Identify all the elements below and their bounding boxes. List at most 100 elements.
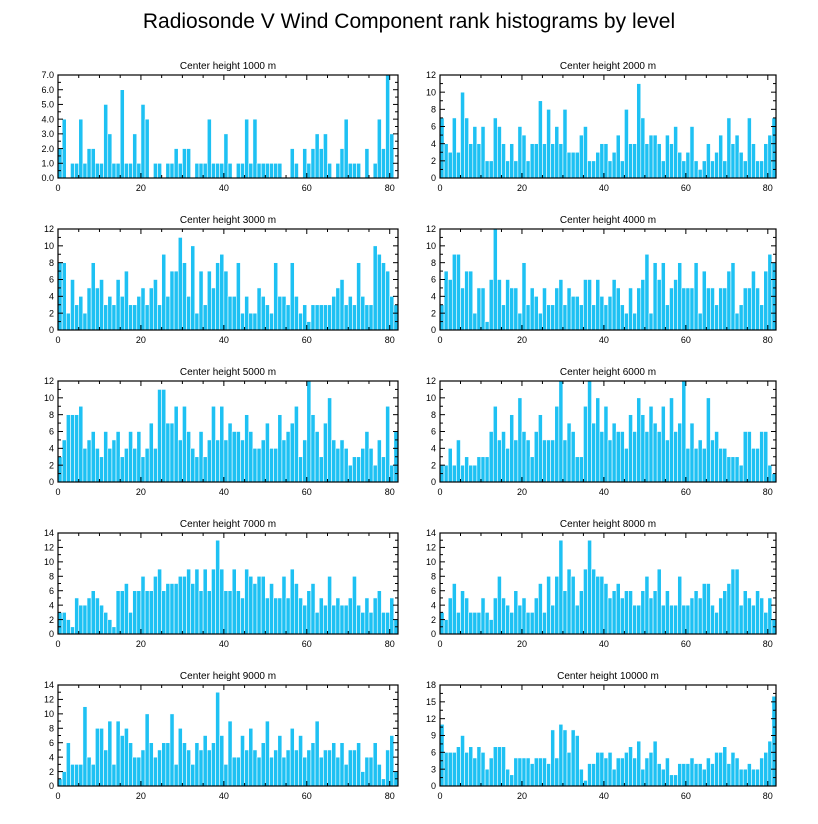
histogram-bar — [364, 148, 370, 179]
histogram-bar — [464, 117, 469, 179]
histogram-bar — [669, 143, 674, 179]
histogram-bar — [554, 405, 560, 483]
histogram-bar — [615, 431, 621, 483]
histogram-bar — [685, 604, 691, 635]
y-tick-label: 0 — [49, 477, 54, 487]
histogram-bar — [140, 287, 146, 331]
histogram-bar — [103, 612, 109, 635]
histogram-bar — [177, 439, 183, 483]
y-tick-label: 14 — [44, 680, 54, 690]
histogram-bar — [198, 749, 204, 787]
histogram-bar — [115, 279, 121, 331]
y-tick-label: 8 — [431, 258, 436, 268]
histogram-bar — [173, 148, 179, 179]
histogram-bar — [364, 304, 370, 331]
histogram-bar — [115, 590, 121, 635]
histogram-bar — [734, 134, 740, 179]
histogram-bar — [652, 590, 658, 635]
histogram-bar — [693, 590, 699, 635]
histogram-bar — [165, 162, 171, 179]
histogram-bar — [381, 456, 386, 483]
histogram-bar — [669, 397, 674, 483]
histogram-bar — [95, 162, 100, 179]
histogram-bar — [644, 575, 650, 635]
x-tick-label: 20 — [136, 487, 146, 497]
histogram-bar — [747, 763, 752, 787]
histogram-bar — [281, 575, 287, 635]
histogram-bar — [360, 296, 366, 331]
histogram-bar — [61, 771, 67, 787]
histogram-bar — [240, 439, 245, 483]
panel-10: Center height 10000 m 0 20 40 60 80 0 3 6 9 12 15 18 — [426, 671, 777, 801]
histogram-bar — [252, 583, 258, 635]
y-tick-label: 10 — [426, 557, 436, 567]
histogram-bar — [194, 568, 200, 635]
x-tick-label: 80 — [385, 639, 395, 649]
histogram-bar — [177, 575, 183, 635]
histogram-bar — [759, 160, 765, 179]
panel-title: Center height 8000 m — [560, 519, 656, 530]
histogram-bar — [513, 287, 519, 331]
histogram-bar — [190, 448, 196, 483]
histogram-bar — [95, 287, 100, 331]
histogram-bar — [198, 270, 204, 331]
histogram-bar — [323, 304, 328, 331]
histogram-bar — [767, 464, 773, 483]
histogram-bar — [65, 414, 71, 483]
histogram-bar — [546, 575, 551, 635]
y-tick-label: 0 — [431, 477, 436, 487]
histogram-bar — [689, 422, 695, 483]
histogram-bar — [194, 162, 200, 179]
histogram-bar — [343, 764, 349, 787]
histogram-bar — [339, 279, 345, 331]
histogram-bar — [335, 597, 341, 635]
histogram-bar — [562, 590, 568, 635]
histogram-bar — [652, 422, 658, 483]
histogram-bar — [335, 287, 341, 331]
histogram-bar — [269, 162, 274, 179]
histogram-bar — [525, 757, 531, 787]
histogram-bar — [763, 431, 769, 483]
histogram-bar — [190, 245, 196, 331]
histogram-bar — [140, 456, 146, 483]
histogram-bar — [248, 162, 254, 179]
histogram-bar — [624, 752, 629, 787]
histogram-bar — [144, 590, 150, 635]
histogram-bar — [95, 597, 100, 635]
histogram-bar — [153, 162, 158, 179]
histogram-bar — [190, 583, 196, 635]
histogram-bar — [570, 431, 576, 483]
histogram-bar — [460, 735, 465, 787]
y-tick-label: 10 — [426, 241, 436, 251]
y-tick-label: 10 — [44, 557, 54, 567]
histogram-bar — [70, 764, 75, 787]
histogram-bar — [439, 612, 445, 635]
histogram-bar — [381, 262, 386, 331]
histogram-bar — [693, 763, 699, 787]
histogram-bar — [128, 304, 133, 331]
histogram-bar — [352, 162, 357, 179]
histogram-bar — [542, 757, 547, 787]
histogram-bar — [376, 253, 382, 331]
histogram-bar — [738, 304, 744, 331]
histogram-bar — [99, 279, 104, 331]
y-tick-label: 14 — [426, 528, 436, 538]
histogram-bar — [169, 162, 175, 179]
histogram-bar — [722, 590, 728, 635]
histogram-bar — [611, 768, 617, 787]
histogram-bar — [747, 597, 752, 635]
histogram-bar — [273, 162, 279, 179]
y-tick-label: 6 — [431, 122, 436, 132]
histogram-bar — [619, 597, 625, 635]
y-tick-label: 18 — [426, 680, 436, 690]
histogram-bar — [385, 270, 391, 331]
histogram-bar — [294, 296, 299, 331]
histogram-bar — [107, 720, 113, 787]
histogram-bar — [389, 597, 395, 635]
histogram-bar — [492, 117, 498, 179]
histogram-bar — [235, 262, 241, 331]
histogram-bar — [525, 160, 531, 179]
histogram-bar — [206, 118, 212, 179]
histogram-bar — [640, 414, 646, 483]
histogram-bar — [90, 590, 96, 635]
